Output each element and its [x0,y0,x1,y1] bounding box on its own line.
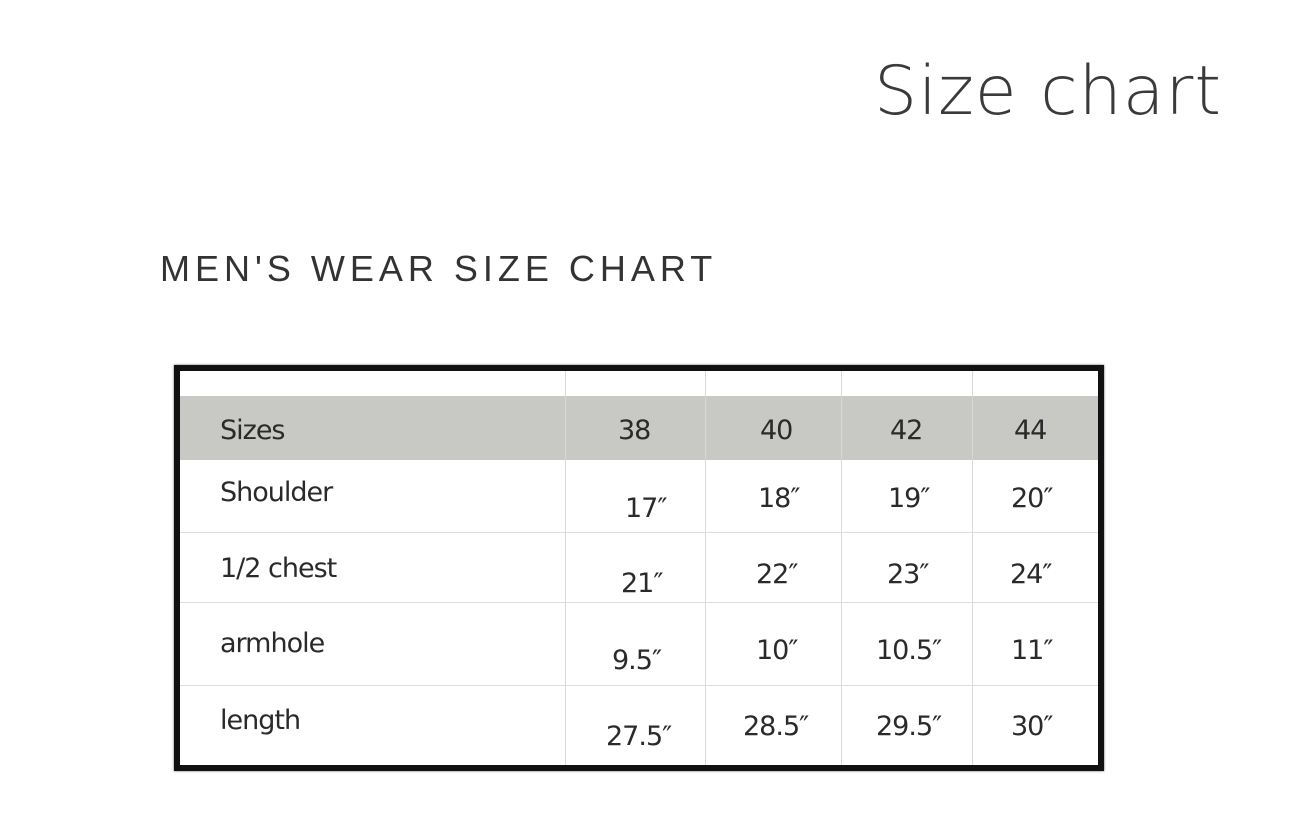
section-heading: MEN'S WEAR SIZE CHART [160,248,718,289]
header-size-38: 38 [618,415,651,446]
row-divider [180,602,1098,603]
row-divider [180,685,1098,686]
table-cell: 24″ [1010,559,1052,590]
table-cell: 28.5″ [743,711,809,742]
table-header-row [180,396,1098,460]
row-label-length: length [220,705,301,736]
row-label-armhole: armhole [220,628,325,659]
table-cell: 18″ [758,483,800,514]
table-cell: 27.5″ [606,721,672,752]
row-divider [180,532,1098,533]
table-cell: 23″ [887,559,929,590]
row-label-shoulder: Shoulder [220,477,333,508]
table-cell: 17″ [625,493,667,524]
table-cell: 22″ [756,559,798,590]
column-divider [565,371,566,765]
table-cell: 30″ [1011,711,1053,742]
header-size-44: 44 [1014,415,1047,446]
table-cell: 21″ [621,568,663,599]
table-cell: 10.5″ [876,635,942,666]
table-cell: 11″ [1011,635,1053,666]
table-cell: 19″ [888,483,930,514]
column-divider [972,371,973,765]
table-cell: 10″ [756,635,798,666]
header-size-42: 42 [890,415,923,446]
table-cell: 9.5″ [612,645,662,676]
table-cell: 20″ [1011,483,1053,514]
row-label-half-chest: 1/2 chest [220,553,337,584]
header-sizes: Sizes [220,415,285,446]
page-title: Size chart [874,52,1222,131]
table-cell: 29.5″ [876,711,942,742]
column-divider [705,371,706,765]
size-chart-table: Sizes 38 40 42 44 Shoulder 17″ 18″ 19″ 2… [174,365,1104,771]
header-size-40: 40 [760,415,793,446]
column-divider [841,371,842,765]
